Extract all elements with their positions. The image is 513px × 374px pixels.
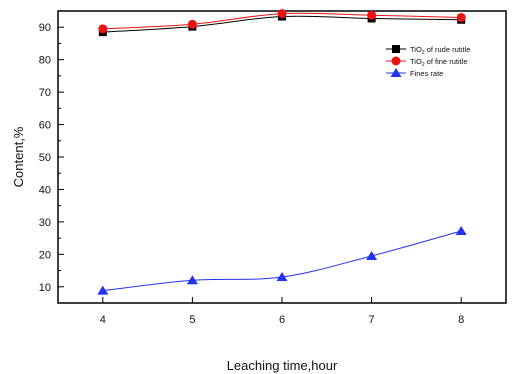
data-point xyxy=(456,12,466,22)
y-tick-label: 30 xyxy=(39,217,51,229)
x-axis-title: Leaching time,hour xyxy=(227,358,338,373)
legend-label-main: Fines rate xyxy=(410,69,443,78)
x-tick-label: 7 xyxy=(369,314,375,326)
data-point xyxy=(98,24,108,34)
y-axis: 10 20 30 40 50 60 70 80 90 xyxy=(39,10,64,294)
data-point xyxy=(366,250,378,260)
legend-label-rest: of rude rutitle xyxy=(425,45,471,54)
data-point xyxy=(367,10,377,20)
y-tick-label: 70 xyxy=(39,87,51,99)
series-layer xyxy=(97,9,467,295)
x-axis: 4 5 6 7 8 xyxy=(100,297,464,326)
y-axis-title: Content,% xyxy=(11,126,26,187)
legend-marker xyxy=(392,45,400,53)
legend-label-main: TiO xyxy=(410,45,422,54)
legend-label-subscript: 2 xyxy=(422,62,425,68)
legend-marker xyxy=(391,56,401,66)
y-tick-label: 90 xyxy=(39,22,51,34)
series-circle xyxy=(98,9,466,34)
x-tick-label: 8 xyxy=(458,314,464,326)
x-tick-label: 4 xyxy=(100,314,106,326)
y-tick-label: 40 xyxy=(39,184,51,196)
series-line xyxy=(102,230,462,292)
legend-item: TiO2 of rude rutitle xyxy=(386,45,470,56)
data-point xyxy=(455,225,467,235)
x-tick-label: 5 xyxy=(189,314,195,326)
series-triangle xyxy=(97,225,467,295)
legend-marker xyxy=(390,68,402,77)
data-point xyxy=(276,272,288,282)
y-tick-label: 50 xyxy=(39,152,51,164)
data-point xyxy=(277,9,287,19)
legend-item: Fines rate xyxy=(386,68,443,78)
data-point xyxy=(187,19,197,29)
legend-label-main: TiO xyxy=(410,57,422,66)
plot-frame xyxy=(57,10,507,304)
y-tick-label: 80 xyxy=(39,55,51,67)
y-tick-label: 60 xyxy=(39,120,51,132)
x-tick-label: 6 xyxy=(279,314,285,326)
legend-item: TiO2 of fine rutitle xyxy=(386,56,468,68)
y-tick-label: 20 xyxy=(39,249,51,261)
legend-label: TiO2 of rude rutitle xyxy=(410,45,470,56)
data-point xyxy=(186,275,198,285)
legend-label-subscript: 2 xyxy=(422,50,425,56)
data-point xyxy=(97,285,109,295)
legend-label: Fines rate xyxy=(410,69,443,78)
y-tick-label: 10 xyxy=(39,282,51,294)
legend-label: TiO2 of fine rutitle xyxy=(410,57,468,68)
legend-label-rest: of fine rutitle xyxy=(425,57,468,66)
